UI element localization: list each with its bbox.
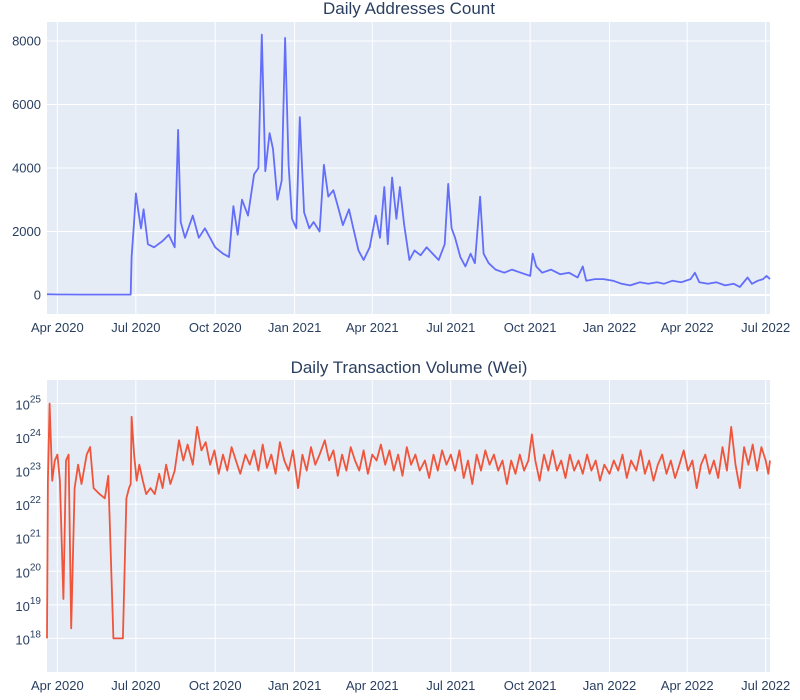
x-tick-label: Jan 2022 [583,678,637,693]
y-tick-label: 1025 [15,394,41,412]
gridlines [47,22,770,314]
x-tick-label: Jan 2022 [583,320,637,335]
x-tick-label: Jul 2022 [741,678,790,693]
chart-title: Daily Addresses Count [323,0,495,18]
y-tick-label: 8000 [12,34,41,49]
addresses-chart: Daily Addresses Count Apr 2020 Jul 2020 Oc… [12,0,790,335]
y-tick-label: 1023 [15,462,41,480]
x-tick-label: Jul 2021 [426,320,475,335]
x-tick-label: Oct 2021 [504,678,557,693]
y-tick-label: 1020 [15,562,41,580]
y-tick-label: 1019 [15,596,41,614]
x-tick-label: Apr 2021 [346,320,399,335]
x-tick-label: Apr 2020 [31,678,84,693]
x-tick-label: Apr 2020 [31,320,84,335]
y-tick-label: 1022 [15,495,41,513]
x-tick-label: Apr 2021 [346,678,399,693]
gridlines [47,380,770,672]
y-tick-label: 6000 [12,97,41,112]
y-tick-label: 1018 [15,629,41,647]
x-tick-label: Jan 2021 [268,320,322,335]
x-tick-label: Jul 2022 [741,320,790,335]
chart-title: Daily Transaction Volume (Wei) [291,358,528,377]
plot-background [47,380,770,672]
transaction-volume-chart: Daily Transaction Volume (Wei) Apr 2020 J… [15,358,790,693]
y-tick-label: 0 [34,287,41,302]
x-tick-label: Jul 2020 [111,678,160,693]
tick-labels: Apr 2020 Jul 2020 Oct 2020 Jan 2021 Apr 2021… [12,34,790,335]
x-tick-label: Oct 2020 [189,678,242,693]
x-tick-label: Oct 2020 [189,320,242,335]
y-tick-label: 1024 [15,428,41,446]
series-line [46,33,771,296]
x-tick-label: Apr 2022 [661,320,714,335]
x-tick-label: Jul 2021 [426,678,475,693]
series-line [46,402,771,640]
x-tick-label: Jan 2021 [268,678,322,693]
x-tick-label: Apr 2022 [661,678,714,693]
y-tick-label: 2000 [12,224,41,239]
tick-labels: Apr 2020 Jul 2020 Oct 2020 Jan 2021 Apr 2021… [15,394,790,693]
x-tick-label: Jul 2020 [111,320,160,335]
x-tick-label: Oct 2021 [504,320,557,335]
y-tick-label: 4000 [12,161,41,176]
y-tick-label: 1021 [15,529,41,547]
